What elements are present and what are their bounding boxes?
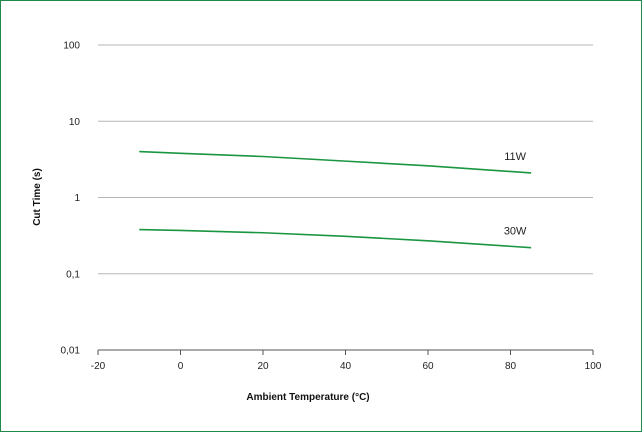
series-lines: 11W 30W [139, 150, 532, 249]
x-tick-label: 20 [257, 361, 269, 372]
series-line-11w [139, 150, 532, 174]
y-tick-labels: 0,01 0,1 1 10 100 [61, 41, 81, 357]
x-axis-title: Ambient Temperature (°C) [246, 392, 369, 403]
x-tick-label: 60 [422, 361, 434, 372]
grid-lines [98, 44, 593, 351]
x-tick-label: 40 [340, 361, 352, 372]
y-tick-label: 10 [69, 117, 81, 128]
series-line-30w [139, 228, 532, 249]
x-tick-label: 0 [178, 361, 184, 372]
series-label-30w: 30W [504, 226, 527, 238]
x-tick-labels: -20 0 20 40 60 80 100 [91, 361, 602, 372]
x-tick-label: 80 [505, 361, 517, 372]
x-tick-label: 100 [585, 361, 602, 372]
y-tick-label: 1 [74, 193, 80, 204]
series-label-11w: 11W [504, 151, 526, 163]
y-tick-label: 100 [63, 41, 80, 52]
y-tick-label: 0,1 [66, 269, 80, 280]
x-tick-label: -20 [91, 361, 106, 372]
axes [97, 349, 594, 355]
y-axis-title: Cut Time (s) [32, 168, 43, 226]
y-tick-label: 0,01 [61, 346, 81, 357]
